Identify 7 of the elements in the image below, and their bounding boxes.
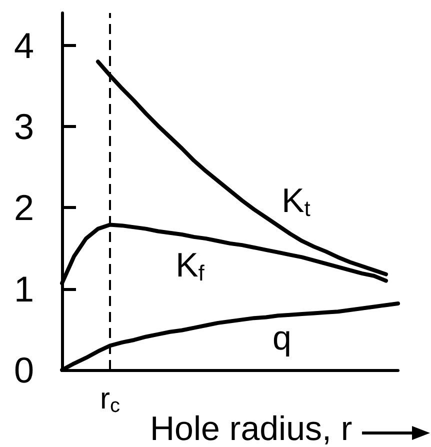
x-axis-title: Hole radius, r [150, 410, 352, 447]
y-tick-label: 0 [14, 350, 34, 390]
y-tick-label: 4 [14, 24, 34, 66]
series-label: q [272, 320, 292, 358]
y-tick-label: 3 [14, 106, 34, 148]
y-tick-label: 1 [14, 268, 34, 310]
y-tick-label: 2 [14, 187, 34, 228]
